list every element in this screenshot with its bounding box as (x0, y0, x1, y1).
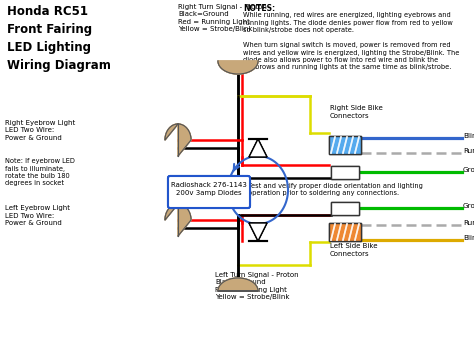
FancyBboxPatch shape (329, 223, 361, 241)
Polygon shape (165, 124, 191, 156)
Text: Ground: Ground (463, 203, 474, 209)
Polygon shape (218, 278, 258, 291)
Polygon shape (165, 204, 191, 236)
Text: While running, red wires are energized, lighting eyebrows and
running lights. Th: While running, red wires are energized, … (243, 12, 459, 71)
Bar (331, 165, 359, 179)
Text: Test and verify proper diode orientation and lighting
operation prior to solderi: Test and verify proper diode orientation… (248, 183, 423, 197)
Text: Run: Run (463, 220, 474, 226)
FancyBboxPatch shape (168, 176, 250, 208)
Bar (331, 165, 359, 179)
Polygon shape (249, 139, 267, 157)
Polygon shape (218, 278, 258, 291)
Text: Note: If eyebrow LED
fails to illuminate,
rotate the bulb 180
degrees in socket: Note: If eyebrow LED fails to illuminate… (5, 158, 75, 186)
Polygon shape (249, 223, 267, 241)
Text: Honda RC51
Front Fairing
LED Lighting
Wiring Diagram: Honda RC51 Front Fairing LED Lighting Wi… (7, 5, 111, 72)
Text: Ground: Ground (463, 167, 474, 173)
Text: Right Side Bike
Connectors: Right Side Bike Connectors (330, 105, 383, 119)
Bar (331, 202, 359, 214)
FancyBboxPatch shape (168, 176, 250, 208)
FancyBboxPatch shape (329, 223, 361, 241)
FancyBboxPatch shape (329, 136, 361, 154)
Text: Right Turn Signal - Proton
Black=Ground
Red = Running Light
Yellow = Strobe/Blin: Right Turn Signal - Proton Black=Ground … (178, 4, 267, 33)
Polygon shape (218, 61, 258, 74)
Text: Radioshack 276-1143
200v 3amp Diodes: Radioshack 276-1143 200v 3amp Diodes (171, 182, 247, 196)
Bar (331, 202, 359, 214)
Text: Left Eyebrow Light
LED Two Wire:
Power & Ground: Left Eyebrow Light LED Two Wire: Power &… (5, 205, 70, 226)
Text: Left Side Bike
Connectors: Left Side Bike Connectors (330, 243, 377, 257)
Text: NOTES:: NOTES: (243, 4, 275, 13)
Text: Radioshack 276-1143
200v 3amp Diodes: Radioshack 276-1143 200v 3amp Diodes (171, 180, 247, 194)
Polygon shape (249, 139, 267, 157)
Text: Blink: Blink (463, 133, 474, 139)
Polygon shape (249, 223, 267, 241)
Polygon shape (165, 204, 191, 236)
Polygon shape (165, 124, 191, 156)
Text: Run: Run (463, 148, 474, 154)
Polygon shape (218, 61, 258, 74)
FancyBboxPatch shape (329, 136, 361, 154)
Text: Right Eyebrow Light
LED Two Wire:
Power & Ground: Right Eyebrow Light LED Two Wire: Power … (5, 120, 75, 141)
Text: Blink: Blink (463, 235, 474, 241)
Text: Left Turn Signal - Proton
Black=Ground
Red = Running Light
Yellow = Strobe/Blink: Left Turn Signal - Proton Black=Ground R… (215, 272, 299, 300)
